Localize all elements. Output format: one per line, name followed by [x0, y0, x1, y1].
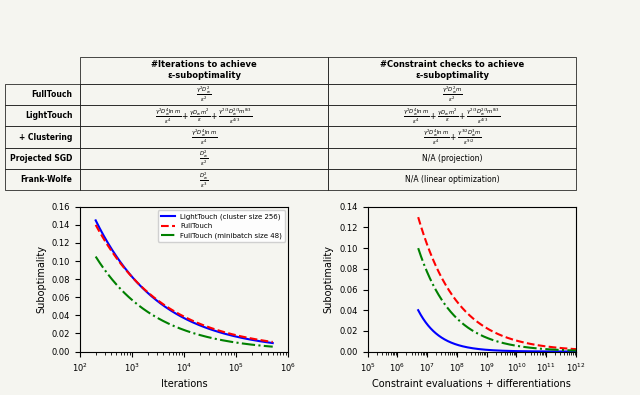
Legend: LightTouch (cluster size 256), FullTouch, FullTouch (minibatch size 48): LightTouch (cluster size 256), FullTouch…	[158, 210, 285, 242]
X-axis label: Iterations: Iterations	[161, 379, 207, 389]
Y-axis label: Suboptimality: Suboptimality	[36, 245, 46, 313]
Y-axis label: Suboptimality: Suboptimality	[324, 245, 334, 313]
X-axis label: Constraint evaluations + differentiations: Constraint evaluations + differentiation…	[372, 379, 572, 389]
